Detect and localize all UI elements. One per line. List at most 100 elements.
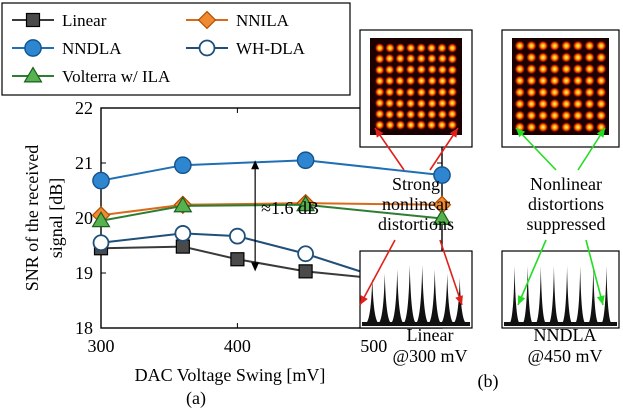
constellation-point [447, 76, 458, 86]
y-tick-label: 18 [75, 318, 93, 338]
constellation-point [416, 98, 427, 109]
histogram-peak [379, 273, 390, 322]
constellation-point [384, 109, 395, 120]
annotation-label: ≈1.6 dB [261, 198, 319, 218]
histogram-baseline [362, 322, 470, 326]
constellation-point [572, 98, 584, 110]
arrow-line [515, 127, 557, 171]
constellation-background [370, 38, 462, 135]
constellation-background [512, 38, 609, 135]
constellation-point [561, 98, 572, 110]
constellation-point [514, 110, 526, 121]
constellation-point [572, 52, 584, 63]
constellation-point [374, 43, 385, 53]
constellation-point [405, 98, 416, 109]
series [91, 195, 452, 228]
constellation-point [595, 75, 607, 86]
data-point [432, 208, 452, 225]
constellation-point [374, 120, 385, 130]
constellation-point [584, 110, 595, 121]
histogram-peak [417, 265, 428, 322]
arrow-line [359, 239, 396, 306]
histogram-peak [510, 265, 519, 322]
constellation-point [405, 109, 416, 120]
arrow-line [439, 239, 463, 306]
constellation-point [526, 52, 537, 63]
histogram-peak [575, 265, 585, 322]
legend-item: NNDLA [12, 39, 122, 58]
constellation-point [437, 75, 448, 86]
caption-linear: Linear [407, 325, 454, 345]
constellation-point [537, 40, 549, 52]
constellation-point [526, 40, 537, 52]
constellation-point [416, 75, 427, 86]
constellation-point [549, 98, 560, 110]
histogram-peak [523, 265, 532, 322]
constellation-point [374, 109, 385, 119]
legend-item: WH-DLA [186, 39, 306, 58]
histogram-peak [589, 265, 598, 322]
legend-label: Linear [62, 11, 107, 30]
constellation-point [549, 75, 560, 86]
histogram-peak [536, 265, 546, 322]
constellation-point [584, 40, 595, 52]
arrow-head [516, 128, 526, 138]
constellation-point [426, 109, 437, 120]
constellation-point [374, 76, 385, 86]
data-point [92, 171, 110, 190]
constellation-point [374, 98, 385, 108]
constellation-point [572, 75, 584, 86]
constellation-point [416, 109, 427, 120]
data-point [174, 156, 192, 175]
constellation-point [447, 109, 458, 119]
constellation-point [405, 120, 416, 130]
caption-nndla: NNDLA [534, 325, 597, 345]
constellation-point [416, 64, 427, 75]
panel-a-label: (a) [186, 388, 206, 409]
constellation-point [584, 75, 595, 86]
constellation-point [405, 43, 416, 53]
constellation-point [595, 52, 607, 63]
constellation-point [416, 87, 427, 98]
data-point [296, 195, 316, 212]
constellation-point [447, 43, 458, 53]
constellation-point [572, 63, 584, 75]
constellation-point [384, 75, 395, 86]
legend-box [1, 2, 351, 96]
constellation-point [395, 120, 406, 130]
constellation-point [437, 53, 448, 64]
panel-b: Strong nonlinear distortions Nonlinear d… [359, 29, 620, 392]
constellation-point [447, 87, 458, 97]
histogram-peak [549, 265, 559, 322]
histogram-linear-frame [359, 250, 473, 329]
constellation-point [584, 87, 595, 98]
constellation-point [384, 98, 395, 109]
constellation-point [595, 98, 607, 110]
annotation-arrow-top [251, 160, 260, 170]
constellation-point [549, 110, 560, 121]
constellation-point [384, 87, 395, 98]
constellation-point [437, 109, 448, 120]
constellation-point [526, 87, 537, 98]
histogram-baseline [504, 322, 617, 326]
constellation-point [526, 110, 537, 121]
data-point [174, 225, 192, 242]
constellation-point [405, 87, 416, 98]
constellation-point [549, 121, 560, 133]
label-suppressed: suppressed [527, 214, 606, 234]
series [92, 151, 451, 190]
x-tick-label: 400 [224, 336, 251, 356]
histogram-peak [602, 265, 611, 322]
data-point [92, 234, 110, 252]
constellation-point [537, 63, 549, 75]
arrow-head [375, 128, 384, 138]
constellation-point [416, 120, 427, 130]
constellation-point [584, 63, 595, 75]
constellation-point [426, 120, 437, 130]
label-distortions: distortions [378, 214, 454, 234]
constellation-point [537, 98, 549, 110]
constellation-point [514, 98, 526, 110]
legend: Linear NNILA NNDLA WH-DLA Volterra w/ ILA [1, 2, 351, 96]
y-axis-label-line2: signal [dB] [46, 178, 66, 259]
